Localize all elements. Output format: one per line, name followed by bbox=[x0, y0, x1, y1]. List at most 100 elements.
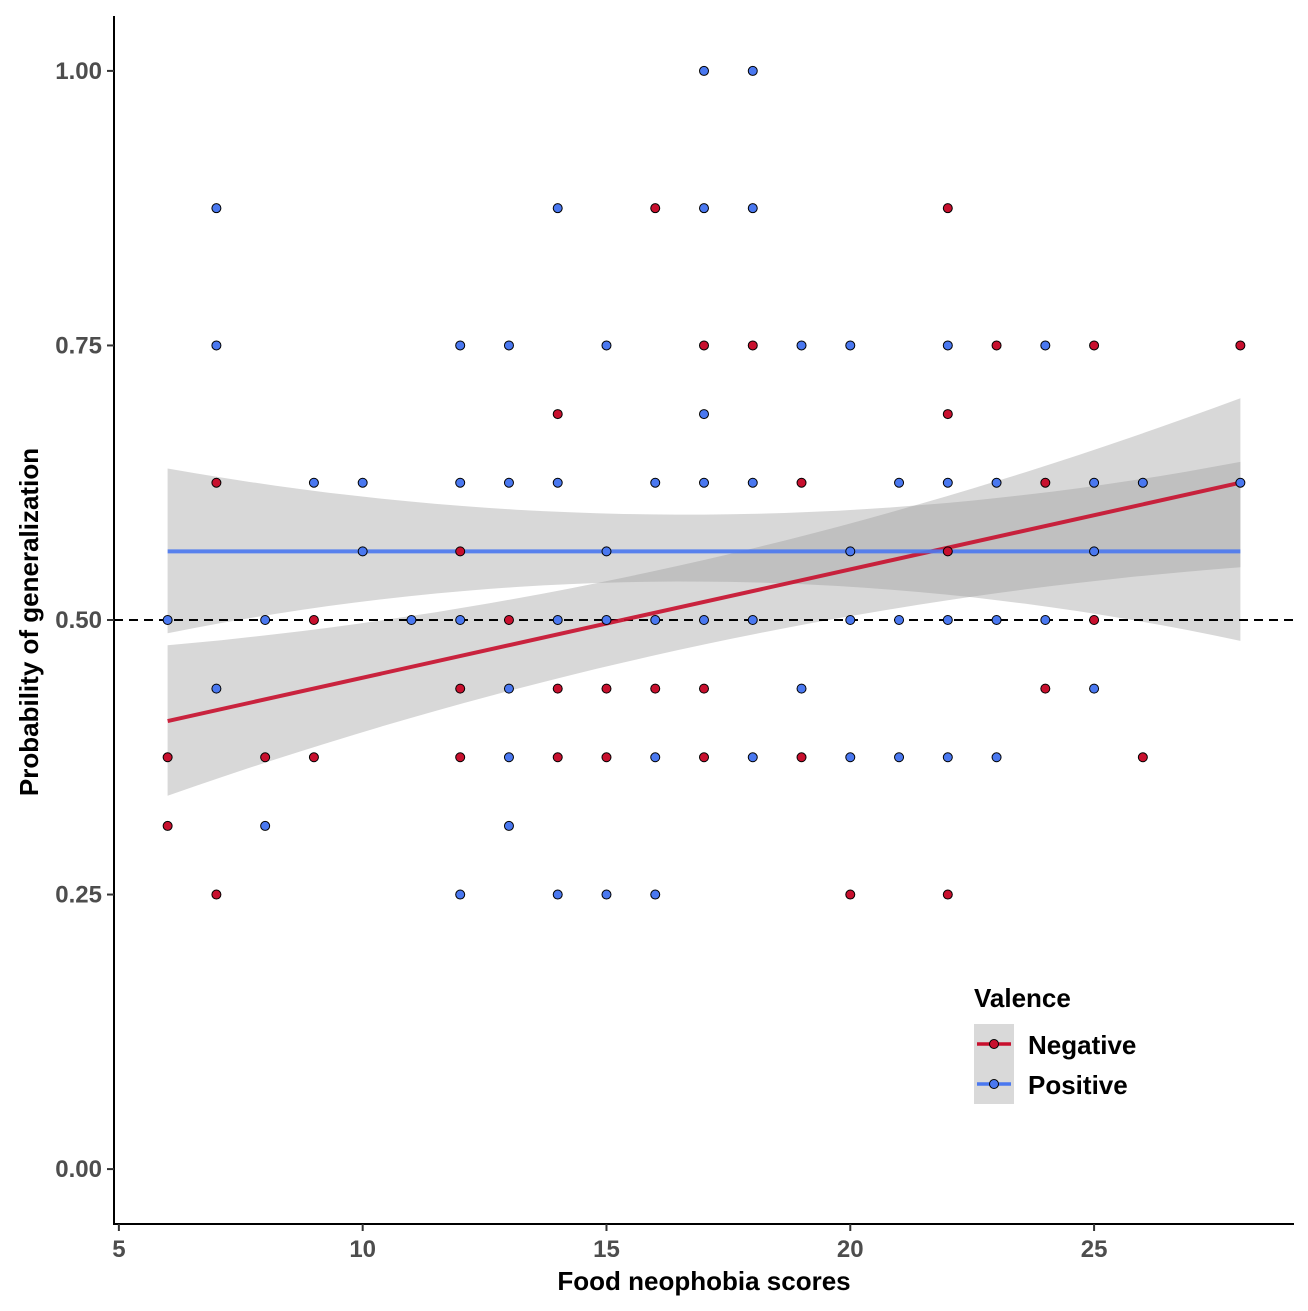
data-point-positive bbox=[991, 615, 1002, 625]
data-point-positive bbox=[699, 477, 709, 488]
data-point-positive bbox=[991, 752, 1002, 763]
data-point-positive bbox=[699, 615, 709, 625]
data-point-negative bbox=[260, 752, 271, 763]
data-point-positive bbox=[260, 820, 271, 831]
data-point-positive bbox=[747, 203, 758, 214]
data-point-negative bbox=[455, 752, 466, 763]
data-point-positive bbox=[942, 340, 953, 351]
data-point-negative bbox=[1040, 683, 1051, 694]
data-point-negative bbox=[942, 409, 953, 420]
legend-key-positive-point bbox=[989, 1079, 999, 1089]
y-tick-label: 0.50 bbox=[55, 607, 102, 634]
data-point-negative bbox=[942, 889, 953, 900]
data-point-positive bbox=[1040, 615, 1051, 625]
data-point-positive bbox=[601, 889, 612, 900]
data-point-positive bbox=[845, 615, 856, 625]
data-point-negative bbox=[747, 340, 758, 351]
data-point-positive bbox=[747, 752, 758, 763]
data-point-negative bbox=[455, 546, 466, 557]
data-point-positive bbox=[650, 889, 661, 900]
data-point-negative bbox=[845, 889, 856, 900]
data-point-negative bbox=[211, 889, 222, 900]
data-point-negative bbox=[308, 615, 319, 625]
x-tick-label: 5 bbox=[112, 1236, 125, 1263]
data-point-positive bbox=[601, 546, 612, 557]
data-point-positive bbox=[699, 203, 709, 214]
data-point-positive bbox=[601, 615, 612, 625]
data-point-negative bbox=[601, 752, 612, 763]
data-point-positive bbox=[406, 615, 417, 625]
y-tick-label: 1.00 bbox=[55, 58, 102, 85]
y-tick-label: 0.75 bbox=[55, 332, 102, 359]
data-point-negative bbox=[650, 203, 661, 214]
data-point-positive bbox=[796, 340, 807, 351]
data-point-positive bbox=[552, 889, 563, 900]
data-point-positive bbox=[601, 340, 612, 351]
data-point-negative bbox=[699, 752, 709, 763]
data-point-positive bbox=[650, 752, 661, 763]
data-point-positive bbox=[1235, 477, 1246, 488]
data-point-positive bbox=[552, 615, 563, 625]
data-point-positive bbox=[455, 340, 466, 351]
data-point-negative bbox=[650, 683, 661, 694]
data-point-negative bbox=[699, 683, 709, 694]
data-point-positive bbox=[308, 477, 319, 488]
data-point-positive bbox=[357, 477, 368, 488]
data-point-positive bbox=[747, 615, 758, 625]
data-point-positive bbox=[1137, 477, 1148, 488]
data-point-positive bbox=[894, 477, 905, 488]
data-point-positive bbox=[357, 546, 368, 557]
data-point-positive bbox=[503, 340, 514, 351]
data-point-negative bbox=[162, 820, 173, 831]
data-point-positive bbox=[211, 683, 222, 694]
data-point-positive bbox=[503, 820, 514, 831]
data-point-negative bbox=[552, 683, 563, 694]
data-point-positive bbox=[260, 615, 271, 625]
data-point-positive bbox=[1040, 340, 1051, 351]
data-point-negative bbox=[942, 546, 953, 557]
data-point-negative bbox=[552, 752, 563, 763]
data-point-negative bbox=[308, 752, 319, 763]
x-tick-label: 15 bbox=[593, 1236, 620, 1263]
y-tick-label: 0.25 bbox=[55, 882, 102, 909]
y-tick-label: 0.00 bbox=[55, 1156, 102, 1183]
fit-line-negative bbox=[167, 480, 1241, 723]
legend: Valence Negative Positive bbox=[974, 983, 1136, 1104]
data-point-positive bbox=[699, 65, 709, 76]
data-point-positive bbox=[747, 65, 758, 76]
data-point-positive bbox=[455, 889, 466, 900]
legend-key-background bbox=[974, 1024, 1014, 1104]
legend-label-negative: Negative bbox=[1028, 1030, 1136, 1060]
y-axis-title: Probability of generalization bbox=[14, 448, 44, 796]
data-point-positive bbox=[699, 409, 709, 420]
data-point-positive bbox=[845, 752, 856, 763]
data-point-negative bbox=[699, 340, 709, 351]
data-point-negative bbox=[1040, 477, 1051, 488]
data-point-negative bbox=[942, 203, 953, 214]
data-point-positive bbox=[894, 615, 905, 625]
data-point-positive bbox=[650, 477, 661, 488]
x-axis-title: Food neophobia scores bbox=[557, 1266, 850, 1296]
fit-lines bbox=[167, 480, 1241, 723]
data-point-positive bbox=[211, 203, 222, 214]
data-point-positive bbox=[650, 615, 661, 625]
data-point-positive bbox=[552, 203, 563, 214]
data-point-negative bbox=[991, 340, 1002, 351]
data-point-positive bbox=[455, 477, 466, 488]
data-point-positive bbox=[552, 477, 563, 488]
data-point-positive bbox=[796, 683, 807, 694]
data-point-negative bbox=[1089, 615, 1100, 625]
ci-band-negative bbox=[167, 398, 1241, 796]
data-points bbox=[162, 65, 1246, 900]
data-point-positive bbox=[455, 615, 466, 625]
data-point-positive bbox=[991, 477, 1002, 488]
x-tick-label: 20 bbox=[837, 1236, 864, 1263]
data-point-positive bbox=[1089, 477, 1100, 488]
data-point-negative bbox=[796, 752, 807, 763]
axes bbox=[107, 16, 1294, 1231]
data-point-positive bbox=[1089, 546, 1100, 557]
data-point-positive bbox=[503, 477, 514, 488]
confidence-bands bbox=[167, 398, 1241, 796]
data-point-positive bbox=[503, 683, 514, 694]
